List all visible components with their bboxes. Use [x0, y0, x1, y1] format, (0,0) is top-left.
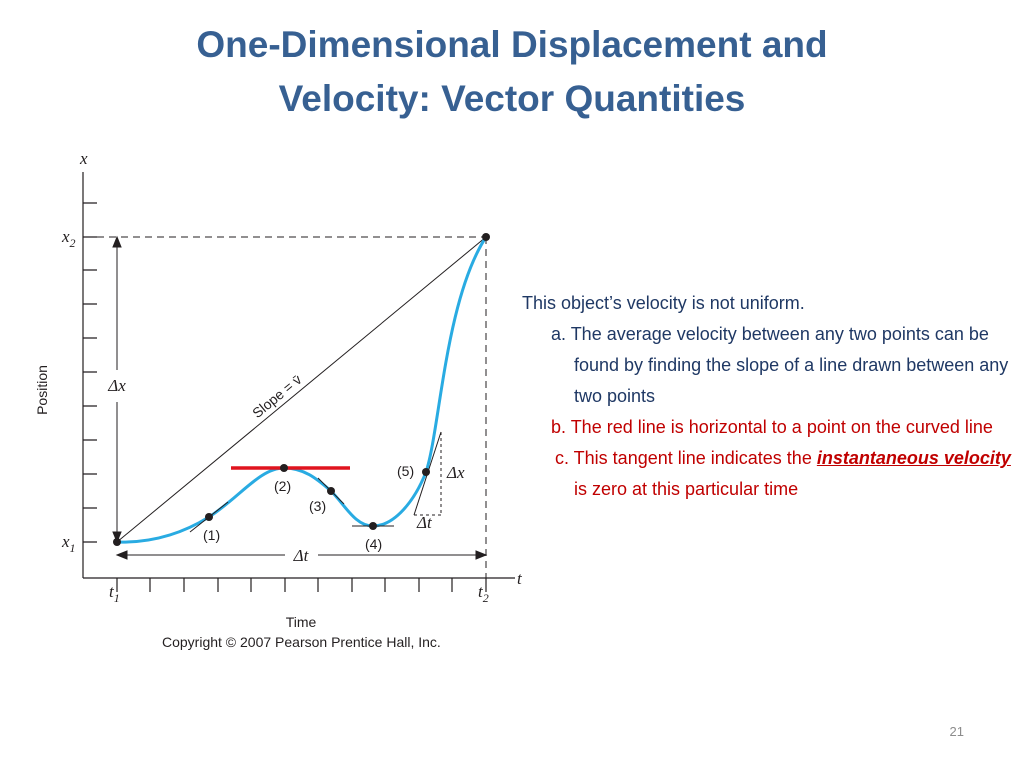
point-label: (3): [309, 498, 326, 514]
point: [369, 522, 377, 530]
label-sub: 1: [70, 541, 76, 555]
delta-arrows: [112, 235, 488, 560]
label-sub: 2: [70, 236, 76, 250]
delta-label: Δt: [293, 546, 310, 565]
delta-label: Δt: [416, 513, 433, 532]
notes: This object’s velocity is not uniform. a…: [522, 288, 1017, 505]
label-base: t: [478, 582, 484, 601]
title-line: Velocity: Vector Quantities: [278, 78, 746, 119]
note-emphasis: instantaneous velocity: [816, 448, 1011, 468]
point-label: (5): [397, 463, 414, 479]
point: [327, 487, 335, 495]
label-sub: 2: [483, 591, 489, 605]
copyright: Copyright © 2007 Pearson Prentice Hall, …: [162, 634, 441, 650]
secant-line: [116, 236, 487, 543]
axis-title: Time: [286, 614, 317, 630]
point-label: (1): [203, 527, 220, 543]
arrow-heads: [115, 550, 488, 560]
label-base: x: [61, 227, 70, 246]
point-label: (4): [365, 536, 382, 552]
note-text: c. This tangent line indicates the: [555, 448, 812, 468]
slope-label: Slope = v̄: [249, 371, 304, 421]
tick-label: t1: [109, 582, 120, 605]
note-text: is zero at this particular time: [574, 479, 799, 499]
note-item: c. This tangent line indicates the insta…: [522, 443, 1017, 505]
slide-title: One-Dimensional Displacement and Velocit…: [0, 18, 1024, 126]
dashed-guides: [97, 236, 487, 578]
note-intro: This object’s velocity is not uniform.: [522, 293, 805, 313]
page-number: 21: [949, 724, 964, 739]
axes: [82, 172, 515, 592]
title-line: One-Dimensional Displacement and: [196, 24, 828, 65]
tick-label: x1: [61, 532, 76, 555]
points: [113, 233, 490, 546]
x-ticks: [116, 578, 487, 592]
delta-label: Δx: [107, 376, 126, 395]
y-ticks: [83, 202, 97, 543]
axis-title: x: [79, 149, 88, 168]
point: [205, 513, 213, 521]
note-item: b. The red line is horizontal to a point…: [551, 417, 993, 437]
tick-label: x2: [61, 227, 76, 250]
axis-title: t: [517, 569, 523, 588]
label-base: t: [109, 582, 115, 601]
axis-title: Position: [34, 365, 50, 415]
label-base: x: [61, 532, 70, 551]
point: [280, 464, 288, 472]
point-label: (2): [274, 478, 291, 494]
tangents: [189, 431, 442, 533]
label-sub: 1: [114, 591, 120, 605]
arrow-heads: [112, 235, 122, 544]
point: [482, 233, 490, 241]
note-item: a. The average velocity between any two …: [551, 324, 1009, 406]
point: [422, 468, 430, 476]
delta-label: Δx: [446, 463, 465, 482]
tick-label: t2: [478, 582, 489, 605]
point: [113, 538, 121, 546]
